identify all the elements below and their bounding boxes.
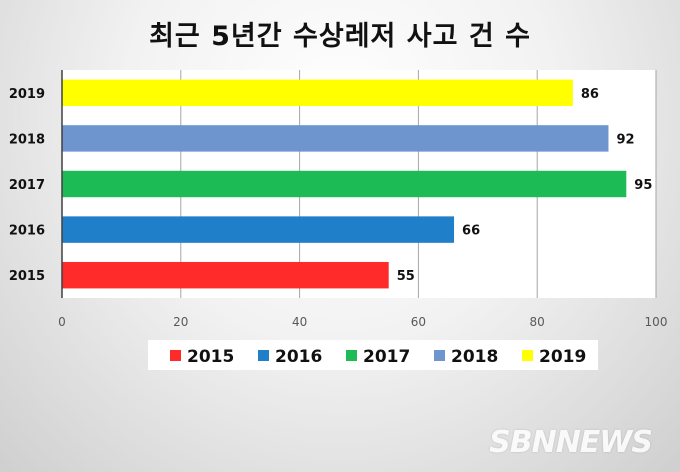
bar-2019 <box>62 79 573 107</box>
x-tick-label-40: 40 <box>292 315 307 329</box>
bar-2018 <box>62 125 609 152</box>
legend-label-2016: 2016 <box>275 347 322 367</box>
bars: 86 92 95 66 55 <box>62 79 652 289</box>
legend: 2015 2016 2017 2018 2019 <box>148 340 598 370</box>
legend-swatch-2018 <box>434 350 445 361</box>
bar-2017 <box>62 170 627 198</box>
data-label-2019: 86 <box>581 87 599 102</box>
x-tick-label-0: 0 <box>58 315 66 329</box>
data-label-2015: 55 <box>397 269 415 284</box>
chart-title: 최근 5년간 수상레저 사고 건 수 <box>149 21 531 52</box>
x-tick-label-60: 60 <box>411 315 426 329</box>
y-tick-label-2019: 2019 <box>9 87 45 102</box>
y-tick-label-2015: 2015 <box>9 269 45 284</box>
legend-label-2015: 2015 <box>187 347 234 367</box>
x-tick-label-20: 20 <box>173 315 188 329</box>
bar-2015 <box>62 261 389 289</box>
data-label-2018: 92 <box>616 132 634 147</box>
x-tick-label-80: 80 <box>530 315 545 329</box>
bar-2016 <box>62 216 455 243</box>
legend-swatch-2016 <box>258 350 269 361</box>
legend-swatch-2019 <box>522 350 533 361</box>
axes: 0 20 40 60 80 100 2019 2018 2017 2016 2015 <box>9 70 668 329</box>
watermark: SBNNEWS <box>489 425 653 460</box>
y-tick-label-2017: 2017 <box>9 178 45 193</box>
y-tick-label-2018: 2018 <box>9 132 45 147</box>
legend-label-2018: 2018 <box>451 347 498 367</box>
y-tick-label-2016: 2016 <box>9 224 45 239</box>
legend-swatch-2017 <box>346 350 357 361</box>
legend-swatch-2015 <box>170 350 181 361</box>
data-label-2016: 66 <box>462 224 480 239</box>
legend-label-2017: 2017 <box>363 347 410 367</box>
x-tick-label-100: 100 <box>645 315 668 329</box>
legend-label-2019: 2019 <box>539 347 586 367</box>
data-label-2017: 95 <box>634 178 652 193</box>
